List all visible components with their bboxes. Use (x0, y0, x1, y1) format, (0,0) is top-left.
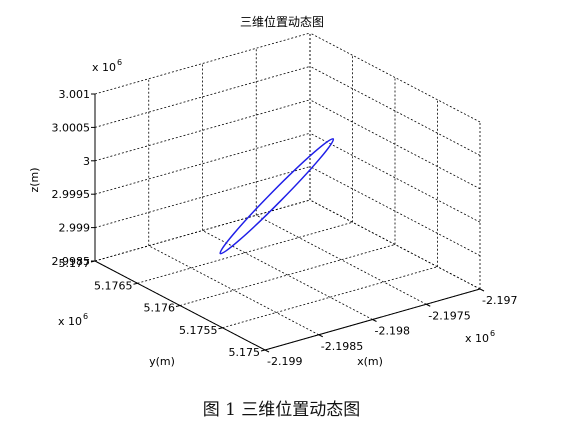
y-exponent-label: x 10 6 (58, 312, 88, 328)
y-tick-mark (175, 305, 181, 307)
y-tick-label: 5.176 (144, 302, 176, 315)
svg-text:6: 6 (490, 329, 495, 338)
x-exponent-label: x 10 6 (465, 329, 495, 345)
z-tick-label: 3.001 (59, 88, 91, 101)
grid-line-floor-x (148, 245, 319, 336)
figure-caption: 图 1 三维位置动态图 (202, 400, 361, 420)
x-tick-label: -2.1975 (428, 309, 470, 322)
z-tick-label: 2.9985 (52, 255, 91, 268)
svg-text:6: 6 (117, 58, 122, 67)
y-tick-label: 5.1765 (94, 279, 133, 292)
y-tick-mark (133, 282, 138, 285)
grid-line-backwall-z (94, 199, 311, 262)
grid-line-backwall-z (94, 32, 311, 95)
grid-line-sidewall-z (309, 32, 481, 123)
z-tick-label: 2.9995 (52, 188, 91, 201)
tick-labels: -2.199 -2.1985 -2.198 -2.1975 -2.197 5.175 5.1… (52, 88, 518, 368)
svg-text:x 10: x 10 (92, 61, 116, 74)
z-tick-label: 3 (83, 155, 90, 168)
chart-title: 三维位置动态图 (240, 14, 324, 29)
trajectory-loop (219, 138, 335, 255)
y-tick-label: 5.177 (59, 257, 91, 270)
x-axis-label: x(m) (357, 355, 383, 368)
x-tick-label: -2.198 (375, 325, 410, 338)
z-tick-label: 3.0005 (52, 121, 91, 134)
svg-text:6: 6 (83, 312, 88, 321)
x-tick-mark (479, 288, 485, 292)
grid-line-backwall-z (94, 166, 311, 228)
x-tick-mark (372, 319, 377, 322)
svg-text:x 10: x 10 (58, 315, 82, 328)
grid-line-backwall-z (94, 66, 311, 128)
z-exponent-label: x 10 6 (92, 58, 122, 74)
grid-line-backwall-z (94, 99, 311, 162)
grid-line-backwall-z (94, 132, 311, 195)
chart-3d-plot: -2.199 -2.1985 -2.198 -2.1975 -2.197 5.175 5.1… (28, 14, 518, 368)
y-tick-label: 5.1755 (179, 324, 218, 337)
x-tick-mark (318, 334, 323, 338)
grid-line-floor-y (179, 244, 396, 306)
grid-line-floor-y (222, 266, 438, 329)
x-tick-label: -2.1985 (321, 340, 363, 353)
grid-line-floor-y (137, 221, 353, 284)
series-layer (219, 138, 335, 255)
y-tick-mark (218, 327, 223, 330)
svg-text:x 10: x 10 (465, 332, 489, 345)
z-axis-label: z(m) (28, 167, 41, 192)
x-tick-label: -2.197 (482, 294, 517, 307)
x-tick-mark (264, 349, 270, 353)
y-tick-label: 5.175 (229, 346, 261, 359)
grid-line-floor-x (202, 230, 373, 320)
grid-line-floor-x (256, 214, 427, 305)
z-tick-label: 2.999 (59, 222, 91, 235)
x-tick-mark (426, 303, 431, 307)
x-tick-label: -2.199 (267, 355, 302, 368)
y-axis-label: y(m) (149, 355, 175, 368)
y-tick-mark (260, 349, 266, 352)
